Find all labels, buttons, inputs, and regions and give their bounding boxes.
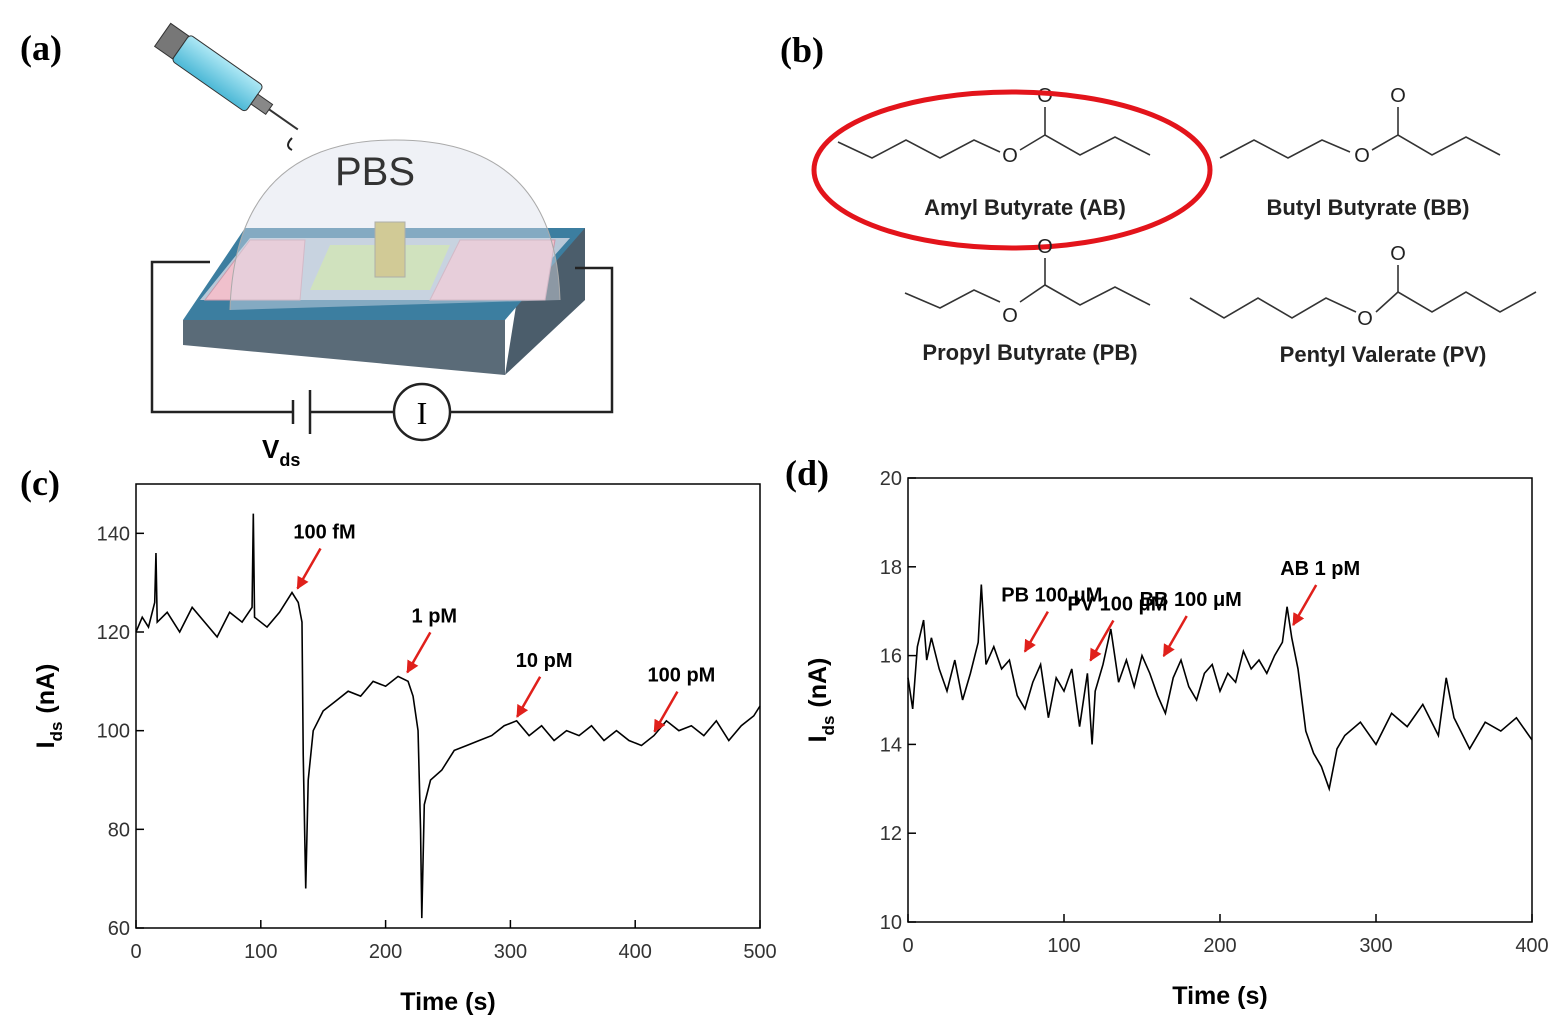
bond	[1219, 139, 1351, 159]
bond	[1189, 297, 1357, 319]
x-tick-label: 300	[494, 941, 527, 963]
annotation: PB 100 μM	[1001, 585, 1102, 607]
y-axis-title-sub: ds	[819, 716, 838, 736]
bond	[1019, 134, 1151, 156]
annotation: BB 100 μM	[1140, 589, 1242, 611]
y-tick-label: 60	[108, 918, 130, 940]
y-tick-label: 20	[880, 468, 902, 490]
y-axis-title-unit: (nA)	[804, 658, 832, 708]
chart: (c) 0 100 200 300 400 500 60 80 100 120 140 Time (s)…	[20, 463, 777, 1016]
voltage-label: Vds	[262, 434, 300, 470]
molecule-name: Butyl Butyrate (BB)	[1267, 195, 1470, 220]
atom: O	[1002, 145, 1018, 167]
electrode	[429, 239, 556, 301]
plot-frame	[135, 483, 761, 929]
y-tick-label: 120	[97, 622, 130, 644]
x-tick-label: 100	[1047, 935, 1080, 957]
y-axis-title: Ids (nA)	[804, 658, 838, 743]
atom: O	[1357, 308, 1373, 330]
bond	[904, 289, 1001, 309]
y-tick-label: 12	[880, 823, 902, 845]
y-tick-label: 16	[880, 646, 902, 668]
y-axis-title-main: I	[804, 735, 832, 742]
y-tick-label: 80	[108, 819, 130, 841]
receptor	[374, 221, 406, 278]
panel-b: (b) O O Amyl Butyrate (AB) O O Butyl But…	[780, 30, 1537, 367]
ammeter-label: I	[417, 395, 428, 431]
y-axis-title: Ids (nA)	[32, 664, 66, 749]
annotation: 1 pM	[412, 605, 458, 627]
plot-frame	[907, 477, 1533, 923]
x-tick-label: 400	[1515, 935, 1548, 957]
annotation-arrow	[296, 547, 322, 590]
panel-letter: (b)	[780, 30, 824, 70]
drop	[287, 137, 293, 151]
bond	[837, 139, 1001, 159]
x-tick-label: 300	[1359, 935, 1392, 957]
wire	[150, 260, 293, 414]
annotation: PV 100 μM	[1067, 593, 1167, 615]
y-tick-label: 140	[97, 523, 130, 545]
x-tick-label: 400	[619, 941, 652, 963]
chart: (d) 0 100 200 300 400 10 12 14 16 18 20 Time (s) Ids (…	[785, 453, 1549, 1010]
annotation-arrow	[406, 631, 432, 674]
y-axis-title-sub: ds	[47, 722, 66, 742]
x-tick-label: 0	[902, 935, 913, 957]
atom: O	[1390, 85, 1406, 107]
bond	[1019, 284, 1151, 306]
dome	[229, 139, 561, 311]
atom: O	[1354, 145, 1370, 167]
y-tick-label: 10	[880, 912, 902, 934]
atom: O	[1037, 236, 1053, 258]
x-tick-label: 200	[1203, 935, 1236, 957]
molecule-name: Amyl Butyrate (AB)	[924, 195, 1126, 220]
x-tick-label: 0	[130, 941, 141, 963]
data-line	[135, 513, 761, 919]
annotation: 10 pM	[516, 650, 573, 672]
y-tick-label: 100	[97, 721, 130, 743]
annotation-arrow	[1292, 584, 1318, 627]
dome-label: PBS	[335, 150, 415, 194]
panel-letter: (c)	[20, 463, 60, 503]
x-axis-title: Time (s)	[1172, 982, 1267, 1010]
y-tick-label: 14	[880, 734, 902, 756]
voltage-sub: ds	[279, 450, 300, 470]
annotation: AB 1 pM	[1280, 558, 1360, 580]
bond	[1371, 134, 1501, 156]
annotation-arrow	[653, 690, 679, 733]
data-line	[907, 584, 1533, 792]
y-axis-title-unit: (nA)	[32, 664, 60, 714]
device-front	[183, 320, 505, 375]
molecule-name: Pentyl Valerate (PV)	[1280, 342, 1487, 367]
syringe	[153, 22, 299, 131]
highlight	[811, 89, 1213, 251]
annotation-arrow	[516, 676, 542, 718]
wire	[450, 266, 614, 414]
x-axis-title: Time (s)	[400, 988, 495, 1016]
voltage-main: V	[262, 434, 280, 464]
x-tick-label: 200	[369, 941, 402, 963]
annotation-arrow	[1162, 615, 1188, 658]
y-axis-title-main: I	[32, 741, 60, 748]
annotation-arrow	[1089, 619, 1115, 662]
electrode	[204, 239, 306, 301]
annotation: 100 fM	[293, 522, 355, 544]
atom: O	[1390, 243, 1406, 265]
panel-a: (a) PBS I Vds	[20, 22, 614, 470]
bond	[1375, 291, 1537, 313]
panel-letter: (a)	[20, 28, 62, 68]
y-tick-label: 18	[880, 557, 902, 579]
annotation: 100 pM	[648, 665, 716, 687]
panel-letter: (d)	[785, 453, 829, 493]
x-tick-label: 500	[743, 941, 776, 963]
x-tick-label: 100	[244, 941, 277, 963]
atom: O	[1037, 85, 1053, 107]
molecule-name: Propyl Butyrate (PB)	[922, 340, 1137, 365]
annotation-arrow	[1023, 610, 1049, 653]
atom: O	[1002, 305, 1018, 327]
